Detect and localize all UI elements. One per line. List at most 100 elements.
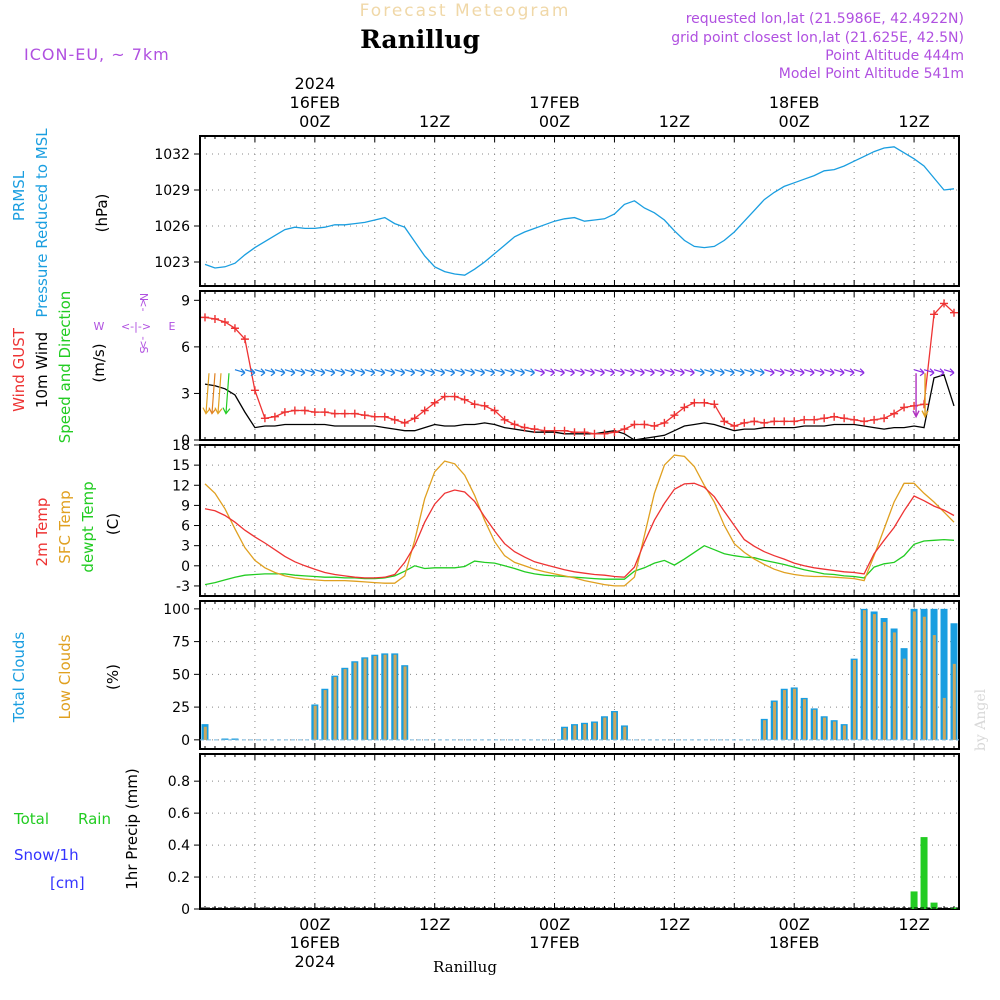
wind-direction-arrow: [594, 368, 605, 377]
prmsl-unit: (hPa): [93, 194, 111, 233]
gust-marker: [570, 428, 579, 437]
gust-marker: [480, 401, 489, 410]
wind-direction-arrow: [514, 368, 526, 377]
watermark: by Angel: [973, 688, 989, 751]
wind-direction-arrow: [674, 368, 685, 377]
low-cloud-bar: [403, 666, 407, 740]
gust-marker: [870, 415, 879, 424]
low-cloud-bar: [763, 720, 767, 740]
wind-direction-arrow: [434, 368, 446, 377]
gust-marker: [310, 408, 319, 417]
wind-direction-arrow: [804, 368, 815, 377]
gust-marker: [780, 417, 789, 426]
low-cloud-bar: [952, 663, 956, 740]
gust-marker: [750, 417, 759, 426]
compass-south: S: [137, 347, 150, 354]
low-cloud-bar: [203, 726, 207, 740]
wind-direction-arrow: [344, 368, 356, 377]
wind-direction-arrow: [794, 368, 805, 377]
wind-direction-arrow: [694, 368, 705, 377]
wind-direction-arrow: [644, 368, 655, 377]
low-cloud-bar: [902, 658, 906, 740]
low-cloud-bar: [353, 662, 357, 740]
y-tick-label: 0: [181, 433, 190, 449]
wind-direction-arrow: [222, 373, 231, 415]
low-cloud-bar: [922, 616, 926, 740]
top-time-label: 00Z: [779, 112, 810, 131]
wind-direction-arrow: [404, 368, 416, 377]
grid-point-coords: grid point closest lon,lat (21.625E, 42.…: [671, 30, 964, 46]
wind-unit: (m/s): [90, 343, 108, 382]
top-year-label: 2024: [294, 74, 335, 93]
gust-marker: [320, 408, 329, 417]
low-cloud-bar: [832, 721, 836, 740]
gust-marker: [470, 400, 479, 409]
rain-bar: [930, 902, 938, 909]
low-cloud-bar: [583, 724, 587, 740]
low-cloud-bar: [862, 610, 866, 740]
wind-10m-label: 10m Wind: [33, 332, 51, 408]
gust-marker: [670, 411, 679, 420]
tsfc-line: [204, 454, 955, 587]
total-clouds-label: Total Clouds: [10, 632, 28, 724]
wind-direction-arrow: [823, 368, 835, 377]
total-cloud-bar: [221, 738, 229, 740]
gust-marker: [360, 411, 369, 420]
y-tick-label: 9: [181, 498, 190, 514]
gust-marker: [520, 423, 529, 432]
gust-marker: [400, 418, 409, 427]
gust-marker: [620, 425, 629, 434]
y-tick-label: 100: [163, 602, 190, 618]
wind-direction-arrow: [234, 368, 246, 377]
bottom-year-label: 2024: [294, 952, 335, 971]
compass: W E <-|-> N S <- ->: [94, 293, 176, 354]
rain-bar: [920, 837, 928, 909]
top-date-label: 16FEB: [290, 93, 341, 112]
y-tick-label: 0: [181, 559, 190, 575]
wind-direction-arrow: [724, 368, 735, 377]
gust-marker: [900, 403, 909, 412]
wind-direction-arrow: [744, 368, 755, 377]
precip-unit: 1hr Precip (mm): [123, 768, 141, 889]
wind-direction-arrow: [214, 373, 223, 415]
wind-direction-arrow: [464, 368, 476, 377]
y-tick-label: 1029: [154, 183, 190, 199]
wind-direction-arrow: [208, 373, 217, 415]
gust-marker: [270, 412, 279, 421]
wind-direction-arrow: [294, 368, 306, 377]
low-clouds-label: Low Clouds: [56, 634, 74, 719]
wind-direction-arrow: [454, 368, 466, 377]
y-tick-label: 6: [181, 340, 190, 356]
wind-direction-arrow: [554, 368, 565, 377]
gust-marker: [700, 398, 709, 407]
low-cloud-bar: [323, 690, 327, 740]
pressure-line: [204, 146, 955, 276]
gust-marker: [440, 392, 449, 401]
gust-marker: [340, 409, 349, 418]
wind-direction-arrow: [384, 368, 396, 377]
gust-marker: [600, 429, 609, 438]
bottom-time-label: 00Z: [299, 915, 330, 934]
low-cloud-bar: [383, 654, 387, 740]
wind-direction-arrow: [764, 368, 775, 377]
bottom-time-label: 00Z: [539, 915, 570, 934]
top-date-label: 18FEB: [769, 93, 820, 112]
wind-direction-arrow: [564, 368, 575, 377]
point-altitude: Point Altitude 444m: [825, 48, 964, 64]
gust-marker: [690, 398, 699, 407]
gust-marker: [910, 401, 919, 410]
gust-marker: [510, 420, 519, 429]
low-cloud-bar: [812, 709, 816, 740]
wind-direction-arrow: [814, 368, 825, 377]
wind-direction-arrow: [314, 368, 326, 377]
gust-marker: [550, 426, 559, 435]
gust-marker: [850, 415, 859, 424]
bottom-time-label: 00Z: [779, 915, 810, 934]
total-cloud-bar: [231, 738, 239, 740]
low-cloud-bar: [822, 717, 826, 740]
top-time-label: 12Z: [659, 112, 690, 131]
dewpt-line: [204, 538, 955, 586]
y-tick-label: 1023: [154, 255, 190, 271]
wind-direction-arrow: [584, 368, 595, 377]
model-label: ICON-EU, ~ 7km: [24, 45, 170, 64]
